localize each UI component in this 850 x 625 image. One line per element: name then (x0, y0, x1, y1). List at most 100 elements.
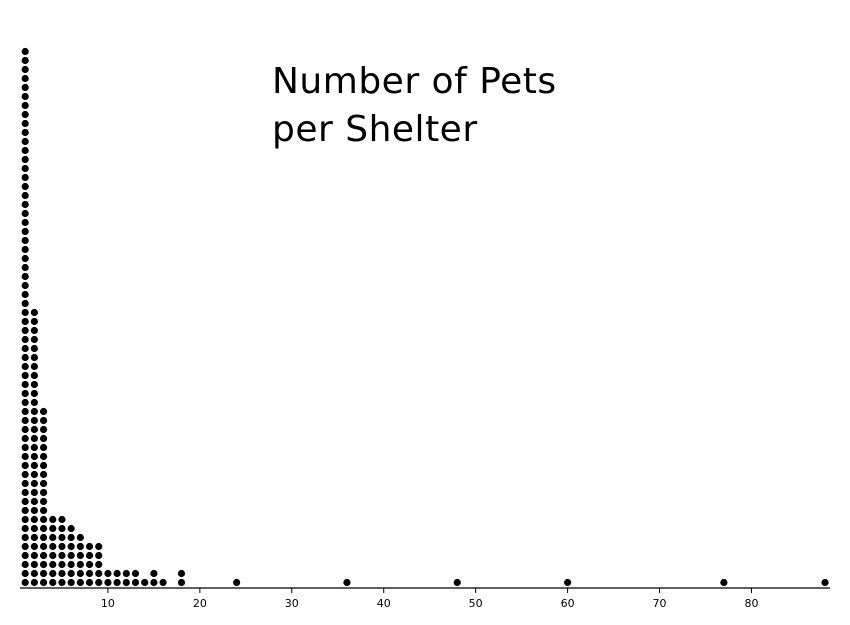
data-dot (39, 560, 48, 569)
data-dot (343, 578, 351, 587)
data-dot (30, 407, 38, 416)
data-dot (21, 182, 29, 191)
data-dot (30, 353, 38, 362)
data-dot (58, 578, 66, 587)
data-dot (21, 200, 29, 209)
data-dot (39, 542, 48, 551)
data-dot (39, 569, 48, 578)
data-dot (21, 416, 29, 425)
data-dot (30, 560, 38, 569)
data-dot (58, 569, 66, 578)
data-dot (21, 299, 29, 308)
data-dot (95, 551, 103, 560)
data-dot (821, 578, 829, 587)
data-dot (85, 569, 94, 578)
data-dot (21, 92, 29, 101)
data-dot (39, 452, 48, 461)
data-dot (21, 290, 29, 299)
data-dot (21, 452, 29, 461)
data-dot (39, 461, 48, 470)
data-dot (30, 542, 38, 551)
data-dot (76, 542, 84, 551)
data-dot (39, 578, 48, 587)
data-dot (30, 506, 38, 515)
data-dot (159, 578, 167, 587)
data-dot (39, 443, 48, 452)
data-dot (49, 515, 57, 524)
data-dot (21, 281, 29, 290)
data-dot (39, 470, 48, 479)
data-dot (67, 551, 75, 560)
data-dot (49, 578, 57, 587)
data-dot (21, 308, 29, 317)
data-dot (30, 371, 38, 380)
data-dot (67, 524, 75, 533)
data-dot (21, 218, 29, 227)
data-dot (85, 551, 94, 560)
data-dot (30, 533, 38, 542)
data-dot (49, 524, 57, 533)
data-dot (177, 569, 186, 578)
data-dot (21, 335, 29, 344)
data-dot (21, 254, 29, 263)
chart-title: Number of Pets per Shelter (272, 58, 557, 154)
x-tick-label: 80 (744, 597, 758, 610)
data-dot (30, 443, 38, 452)
data-dot (30, 326, 38, 335)
data-dot (30, 308, 38, 317)
data-dot (85, 542, 94, 551)
data-dot (104, 569, 112, 578)
data-dot (30, 362, 38, 371)
data-dot (21, 164, 29, 173)
data-dot (76, 578, 84, 587)
data-dot (30, 497, 38, 506)
x-tick-label: 70 (653, 597, 667, 610)
data-dot (21, 191, 29, 200)
data-dot (21, 533, 29, 542)
data-dot (95, 578, 103, 587)
data-dot (30, 344, 38, 353)
chart-title-line-2: per Shelter (272, 109, 478, 150)
data-dot (30, 380, 38, 389)
data-dot (95, 569, 103, 578)
data-dot (58, 533, 66, 542)
data-dot (67, 569, 75, 578)
data-dot (30, 488, 38, 497)
data-dot (21, 470, 29, 479)
data-dot (21, 65, 29, 74)
x-tick-label: 10 (101, 597, 115, 610)
data-dot (113, 578, 121, 587)
data-dot (21, 74, 29, 83)
dots-layer (21, 47, 829, 587)
data-dot (21, 524, 29, 533)
data-dot (21, 110, 29, 119)
data-dot (49, 551, 57, 560)
data-dot (30, 479, 38, 488)
data-dot (49, 560, 57, 569)
data-dot (21, 56, 29, 65)
data-dot (21, 47, 29, 56)
x-tick-label: 30 (285, 597, 299, 610)
data-dot (67, 533, 75, 542)
data-dot (39, 425, 48, 434)
data-dot (76, 560, 84, 569)
data-dot (21, 389, 29, 398)
data-dot (30, 452, 38, 461)
data-dot (30, 335, 38, 344)
data-dot (21, 272, 29, 281)
x-axis-ticks: 10 20 30 40 50 60 70 80 (101, 588, 758, 610)
data-dot (21, 83, 29, 92)
data-dot (21, 425, 29, 434)
data-dot (30, 317, 38, 326)
data-dot (21, 461, 29, 470)
data-dot (58, 515, 66, 524)
data-dot (58, 524, 66, 533)
data-dot (30, 470, 38, 479)
data-dot (58, 542, 66, 551)
data-dot (85, 578, 94, 587)
data-dot (21, 245, 29, 254)
data-dot (67, 542, 75, 551)
data-dot (39, 497, 48, 506)
data-dot (30, 524, 38, 533)
